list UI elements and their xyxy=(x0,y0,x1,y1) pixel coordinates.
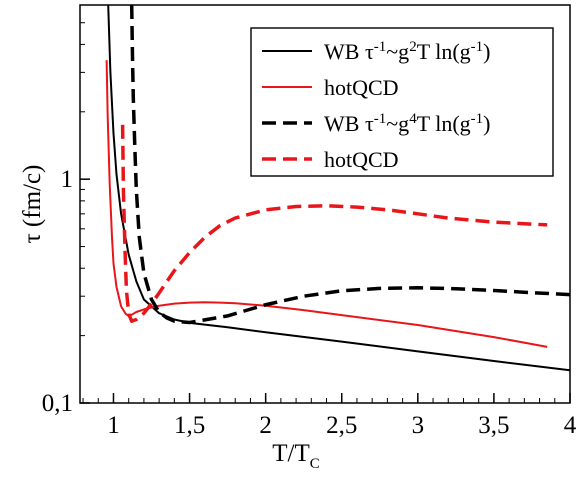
legend-box xyxy=(250,27,554,177)
x-tick-label: 3 xyxy=(412,412,425,439)
legend-label-1: WB τ-1~g2T ln(g-1) xyxy=(324,39,491,64)
series-line-1 xyxy=(107,5,570,372)
y-tick-label: 0,1 xyxy=(42,390,73,417)
y-tick-label: 1 xyxy=(61,166,74,193)
x-tick-label: 4 xyxy=(564,412,577,439)
legend: WB τ-1~g2T ln(g-1) hotQCD WB τ-1~g4T ln(g-… xyxy=(250,27,554,177)
x-axis-title: T/TC xyxy=(272,440,320,472)
x-tick-label: 3,5 xyxy=(478,412,509,439)
x-axis-title-subscript: C xyxy=(310,456,320,472)
legend-label-4: hotQCD xyxy=(324,147,399,172)
plot-area xyxy=(105,5,570,372)
y-axis-title: τ (fm/c) xyxy=(19,165,46,244)
x-tick-label: 2,5 xyxy=(326,412,357,439)
legend-label-3: WB τ-1~g4T ln(g-1) xyxy=(324,111,491,136)
x-tick-label: 1,5 xyxy=(174,412,205,439)
x-tick-label: 1 xyxy=(107,412,120,439)
series-line-3 xyxy=(129,5,570,325)
series-line-2 xyxy=(105,60,548,348)
axis-ticks: 1 1,5 2 2,5 3 3,5 4 0,1 1 xyxy=(42,4,577,439)
legend-label-2: hotQCD xyxy=(324,75,399,100)
series-line-4 xyxy=(120,124,548,323)
x-tick-label: 2 xyxy=(259,412,272,439)
plot-frame xyxy=(79,4,571,404)
